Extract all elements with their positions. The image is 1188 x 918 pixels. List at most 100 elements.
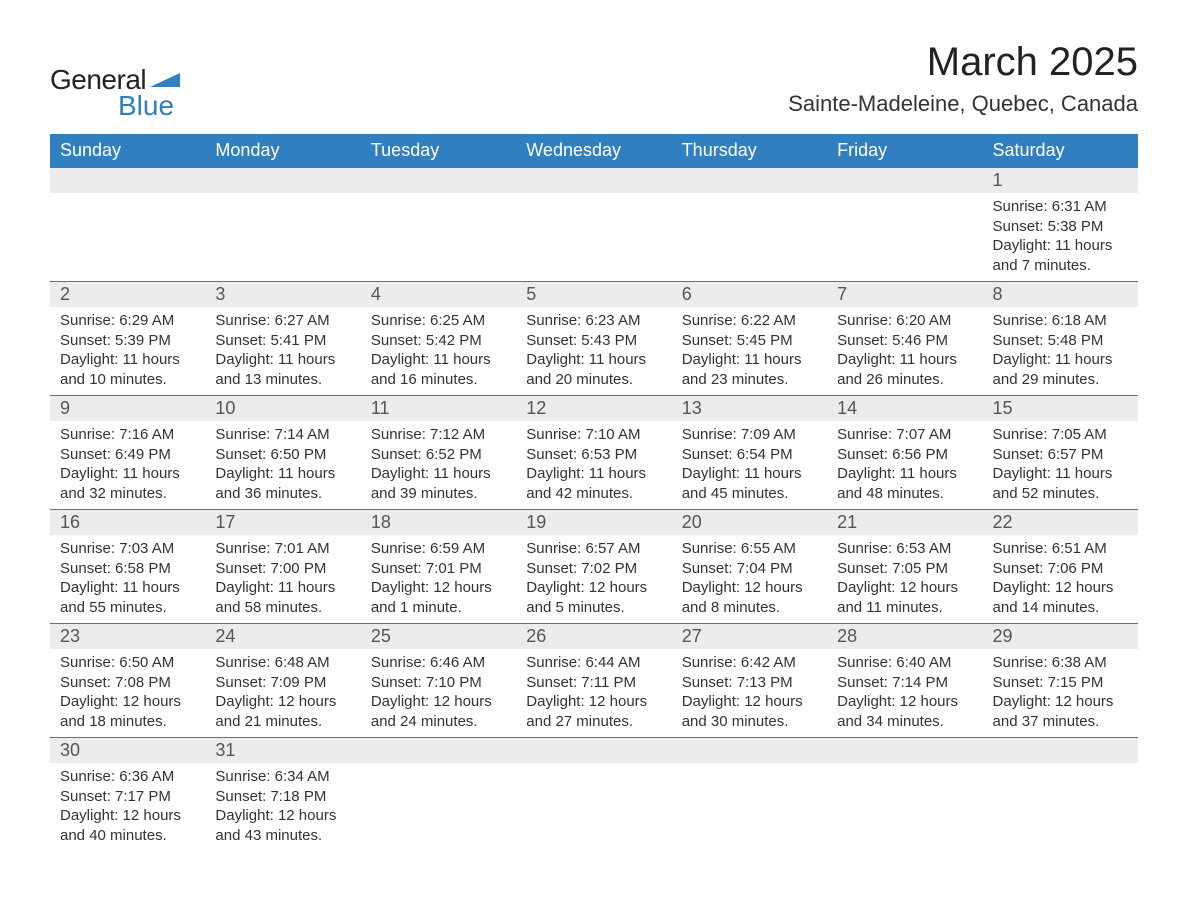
day-details bbox=[672, 193, 827, 263]
sunrise-text: Sunrise: 6:38 AM bbox=[993, 653, 1128, 673]
calendar-cell: 2Sunrise: 6:29 AMSunset: 5:39 PMDaylight… bbox=[50, 282, 205, 396]
sunrise-text: Sunrise: 6:18 AM bbox=[993, 311, 1128, 331]
day-number: 31 bbox=[205, 738, 360, 763]
sunrise-text: Sunrise: 6:22 AM bbox=[682, 311, 817, 331]
daylight-text: Daylight: 12 hours and 34 minutes. bbox=[837, 692, 972, 731]
sunrise-text: Sunrise: 6:25 AM bbox=[371, 311, 506, 331]
day-number: 15 bbox=[983, 396, 1138, 421]
day-details: Sunrise: 6:29 AMSunset: 5:39 PMDaylight:… bbox=[50, 307, 205, 395]
calendar-week-row: 16Sunrise: 7:03 AMSunset: 6:58 PMDayligh… bbox=[50, 510, 1138, 624]
daylight-text: Daylight: 11 hours and 45 minutes. bbox=[682, 464, 817, 503]
day-details bbox=[516, 763, 671, 833]
day-number bbox=[983, 738, 1138, 763]
day-details: Sunrise: 6:31 AMSunset: 5:38 PMDaylight:… bbox=[983, 193, 1138, 281]
day-number: 25 bbox=[361, 624, 516, 649]
sunset-text: Sunset: 5:46 PM bbox=[837, 331, 972, 351]
day-number: 23 bbox=[50, 624, 205, 649]
day-number bbox=[516, 168, 671, 193]
calendar-week-row: 1Sunrise: 6:31 AMSunset: 5:38 PMDaylight… bbox=[50, 168, 1138, 282]
day-number: 4 bbox=[361, 282, 516, 307]
sunset-text: Sunset: 6:52 PM bbox=[371, 445, 506, 465]
sunrise-text: Sunrise: 6:44 AM bbox=[526, 653, 661, 673]
day-number: 9 bbox=[50, 396, 205, 421]
sunset-text: Sunset: 5:43 PM bbox=[526, 331, 661, 351]
daylight-text: Daylight: 11 hours and 29 minutes. bbox=[993, 350, 1128, 389]
day-number: 2 bbox=[50, 282, 205, 307]
sunset-text: Sunset: 5:45 PM bbox=[682, 331, 817, 351]
calendar-cell: 30Sunrise: 6:36 AMSunset: 7:17 PMDayligh… bbox=[50, 738, 205, 852]
day-number: 12 bbox=[516, 396, 671, 421]
day-number: 24 bbox=[205, 624, 360, 649]
day-details: Sunrise: 7:16 AMSunset: 6:49 PMDaylight:… bbox=[50, 421, 205, 509]
calendar-cell: 4Sunrise: 6:25 AMSunset: 5:42 PMDaylight… bbox=[361, 282, 516, 396]
sunrise-text: Sunrise: 6:29 AM bbox=[60, 311, 195, 331]
header: General Blue March 2025 Sainte-Madeleine… bbox=[50, 40, 1138, 122]
day-details: Sunrise: 6:50 AMSunset: 7:08 PMDaylight:… bbox=[50, 649, 205, 737]
day-number: 11 bbox=[361, 396, 516, 421]
daylight-text: Daylight: 11 hours and 52 minutes. bbox=[993, 464, 1128, 503]
calendar-cell bbox=[827, 738, 982, 852]
calendar-cell bbox=[672, 168, 827, 282]
day-details: Sunrise: 6:20 AMSunset: 5:46 PMDaylight:… bbox=[827, 307, 982, 395]
day-number bbox=[516, 738, 671, 763]
day-details: Sunrise: 6:59 AMSunset: 7:01 PMDaylight:… bbox=[361, 535, 516, 623]
day-number: 13 bbox=[672, 396, 827, 421]
calendar-week-row: 30Sunrise: 6:36 AMSunset: 7:17 PMDayligh… bbox=[50, 738, 1138, 852]
day-number: 18 bbox=[361, 510, 516, 535]
calendar-cell: 20Sunrise: 6:55 AMSunset: 7:04 PMDayligh… bbox=[672, 510, 827, 624]
sunrise-text: Sunrise: 6:57 AM bbox=[526, 539, 661, 559]
calendar-table: Sunday Monday Tuesday Wednesday Thursday… bbox=[50, 134, 1138, 851]
day-number: 7 bbox=[827, 282, 982, 307]
day-number: 22 bbox=[983, 510, 1138, 535]
sunset-text: Sunset: 7:02 PM bbox=[526, 559, 661, 579]
sunrise-text: Sunrise: 6:51 AM bbox=[993, 539, 1128, 559]
day-number: 5 bbox=[516, 282, 671, 307]
calendar-cell: 14Sunrise: 7:07 AMSunset: 6:56 PMDayligh… bbox=[827, 396, 982, 510]
daylight-text: Daylight: 11 hours and 23 minutes. bbox=[682, 350, 817, 389]
day-number bbox=[50, 168, 205, 193]
day-details: Sunrise: 6:18 AMSunset: 5:48 PMDaylight:… bbox=[983, 307, 1138, 395]
day-number: 19 bbox=[516, 510, 671, 535]
day-details: Sunrise: 7:01 AMSunset: 7:00 PMDaylight:… bbox=[205, 535, 360, 623]
calendar-cell bbox=[827, 168, 982, 282]
day-details bbox=[205, 193, 360, 263]
calendar-cell bbox=[361, 738, 516, 852]
sunrise-text: Sunrise: 6:34 AM bbox=[215, 767, 350, 787]
calendar-cell: 13Sunrise: 7:09 AMSunset: 6:54 PMDayligh… bbox=[672, 396, 827, 510]
sunrise-text: Sunrise: 6:50 AM bbox=[60, 653, 195, 673]
daylight-text: Daylight: 11 hours and 26 minutes. bbox=[837, 350, 972, 389]
sunrise-text: Sunrise: 7:07 AM bbox=[837, 425, 972, 445]
calendar-cell: 22Sunrise: 6:51 AMSunset: 7:06 PMDayligh… bbox=[983, 510, 1138, 624]
calendar-cell: 16Sunrise: 7:03 AMSunset: 6:58 PMDayligh… bbox=[50, 510, 205, 624]
calendar-cell: 26Sunrise: 6:44 AMSunset: 7:11 PMDayligh… bbox=[516, 624, 671, 738]
calendar-cell bbox=[50, 168, 205, 282]
sunrise-text: Sunrise: 6:36 AM bbox=[60, 767, 195, 787]
calendar-cell: 9Sunrise: 7:16 AMSunset: 6:49 PMDaylight… bbox=[50, 396, 205, 510]
day-number bbox=[361, 738, 516, 763]
sunset-text: Sunset: 7:04 PM bbox=[682, 559, 817, 579]
day-number: 3 bbox=[205, 282, 360, 307]
daylight-text: Daylight: 12 hours and 21 minutes. bbox=[215, 692, 350, 731]
day-details: Sunrise: 6:27 AMSunset: 5:41 PMDaylight:… bbox=[205, 307, 360, 395]
sunset-text: Sunset: 7:14 PM bbox=[837, 673, 972, 693]
sunrise-text: Sunrise: 6:40 AM bbox=[837, 653, 972, 673]
sunrise-text: Sunrise: 7:09 AM bbox=[682, 425, 817, 445]
daylight-text: Daylight: 11 hours and 32 minutes. bbox=[60, 464, 195, 503]
day-details: Sunrise: 6:25 AMSunset: 5:42 PMDaylight:… bbox=[361, 307, 516, 395]
sunset-text: Sunset: 7:01 PM bbox=[371, 559, 506, 579]
day-number: 10 bbox=[205, 396, 360, 421]
day-number bbox=[827, 738, 982, 763]
calendar-cell bbox=[672, 738, 827, 852]
daylight-text: Daylight: 12 hours and 24 minutes. bbox=[371, 692, 506, 731]
daylight-text: Daylight: 12 hours and 8 minutes. bbox=[682, 578, 817, 617]
calendar-week-row: 9Sunrise: 7:16 AMSunset: 6:49 PMDaylight… bbox=[50, 396, 1138, 510]
sunset-text: Sunset: 7:18 PM bbox=[215, 787, 350, 807]
sunset-text: Sunset: 7:08 PM bbox=[60, 673, 195, 693]
weekday-header: Tuesday bbox=[361, 134, 516, 168]
day-number: 29 bbox=[983, 624, 1138, 649]
daylight-text: Daylight: 12 hours and 37 minutes. bbox=[993, 692, 1128, 731]
day-number: 27 bbox=[672, 624, 827, 649]
day-details: Sunrise: 7:12 AMSunset: 6:52 PMDaylight:… bbox=[361, 421, 516, 509]
daylight-text: Daylight: 12 hours and 18 minutes. bbox=[60, 692, 195, 731]
calendar-cell: 8Sunrise: 6:18 AMSunset: 5:48 PMDaylight… bbox=[983, 282, 1138, 396]
